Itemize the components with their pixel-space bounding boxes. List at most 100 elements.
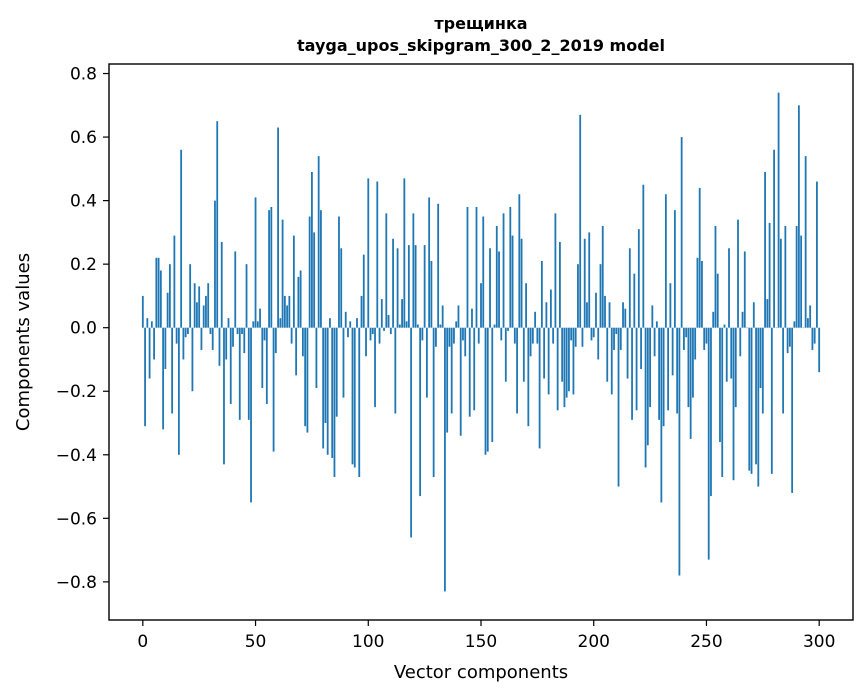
bar bbox=[367, 178, 370, 328]
bar bbox=[209, 327, 212, 335]
bar bbox=[281, 219, 284, 328]
y-tick-label: −0.8 bbox=[56, 573, 97, 593]
bar bbox=[633, 273, 636, 328]
bar bbox=[577, 264, 579, 328]
bar bbox=[308, 216, 311, 328]
chart-title: трещинка bbox=[434, 14, 527, 33]
bar bbox=[626, 327, 629, 379]
bar bbox=[628, 248, 631, 328]
bar bbox=[396, 248, 399, 328]
bar bbox=[457, 305, 460, 328]
y-tick-label: −0.2 bbox=[56, 382, 97, 402]
bar bbox=[723, 324, 726, 328]
bar bbox=[475, 206, 478, 328]
bar bbox=[153, 327, 155, 360]
bar bbox=[216, 121, 219, 328]
y-tick-label: 0.0 bbox=[70, 319, 97, 339]
bar bbox=[502, 213, 505, 328]
bar bbox=[369, 327, 372, 341]
bar bbox=[486, 327, 489, 452]
bar bbox=[265, 327, 268, 404]
bar bbox=[755, 327, 757, 465]
bar bbox=[719, 327, 721, 443]
bar bbox=[238, 327, 241, 420]
bar bbox=[464, 327, 467, 357]
bar bbox=[168, 264, 171, 328]
bar bbox=[543, 327, 546, 379]
bar bbox=[401, 299, 403, 328]
x-tick-label: 0 bbox=[137, 632, 148, 652]
bar bbox=[797, 105, 800, 328]
bar bbox=[484, 327, 487, 455]
bar bbox=[696, 257, 699, 328]
bar bbox=[164, 327, 167, 369]
bar bbox=[232, 327, 234, 347]
bar bbox=[234, 251, 237, 328]
bar bbox=[410, 327, 413, 538]
bar bbox=[741, 311, 744, 328]
bar bbox=[549, 289, 552, 328]
bar bbox=[653, 327, 656, 357]
bar bbox=[353, 327, 356, 468]
bar bbox=[809, 305, 812, 328]
bar bbox=[759, 327, 762, 389]
bar bbox=[184, 327, 187, 338]
bar bbox=[556, 327, 559, 411]
y-tick-label: −0.4 bbox=[56, 446, 97, 466]
bar bbox=[737, 219, 739, 328]
bar bbox=[705, 327, 708, 344]
bar bbox=[196, 302, 198, 328]
bar bbox=[692, 327, 694, 398]
bar bbox=[538, 327, 541, 449]
bar bbox=[317, 156, 320, 328]
bar bbox=[482, 216, 485, 328]
bar bbox=[547, 327, 550, 395]
bar bbox=[299, 270, 302, 328]
bar bbox=[818, 327, 821, 373]
bar bbox=[606, 327, 609, 382]
bar bbox=[311, 172, 313, 328]
bar bbox=[522, 327, 525, 382]
bar bbox=[407, 245, 410, 328]
bar bbox=[259, 308, 261, 328]
y-axis: −0.8 −0.6 −0.4 −0.2 0.0 0.2 0.4 0.6 0.8 bbox=[56, 65, 109, 593]
bar bbox=[680, 137, 683, 328]
bar bbox=[804, 156, 807, 328]
bar bbox=[263, 327, 266, 341]
bar bbox=[286, 305, 289, 328]
bar bbox=[649, 327, 651, 408]
bar bbox=[579, 114, 582, 328]
bar bbox=[297, 276, 300, 328]
bar bbox=[599, 264, 602, 328]
bar bbox=[480, 283, 482, 328]
bar bbox=[685, 327, 688, 338]
y-tick-label: 0.6 bbox=[70, 128, 97, 148]
bar bbox=[667, 327, 670, 411]
bar bbox=[428, 197, 431, 328]
bar bbox=[816, 181, 818, 328]
y-tick-label: −0.6 bbox=[56, 509, 97, 529]
y-tick-label: 0.4 bbox=[70, 192, 97, 212]
bar bbox=[511, 235, 514, 328]
bar bbox=[295, 327, 298, 376]
bar bbox=[534, 311, 537, 328]
bar bbox=[531, 327, 534, 344]
bar bbox=[191, 327, 194, 392]
bar bbox=[779, 238, 782, 328]
bar bbox=[166, 292, 169, 328]
bar bbox=[340, 248, 343, 328]
y-tick-label: 0.8 bbox=[70, 65, 97, 85]
bar bbox=[739, 327, 742, 357]
bar bbox=[435, 327, 437, 347]
bar bbox=[635, 327, 638, 411]
bar bbox=[141, 295, 144, 328]
bar bbox=[624, 308, 627, 328]
bar bbox=[320, 210, 322, 328]
bar bbox=[518, 194, 521, 328]
bar bbox=[220, 241, 223, 328]
bar bbox=[144, 327, 146, 427]
bar bbox=[416, 324, 419, 328]
bar bbox=[658, 327, 661, 420]
bar bbox=[613, 327, 615, 350]
bar bbox=[374, 327, 376, 408]
